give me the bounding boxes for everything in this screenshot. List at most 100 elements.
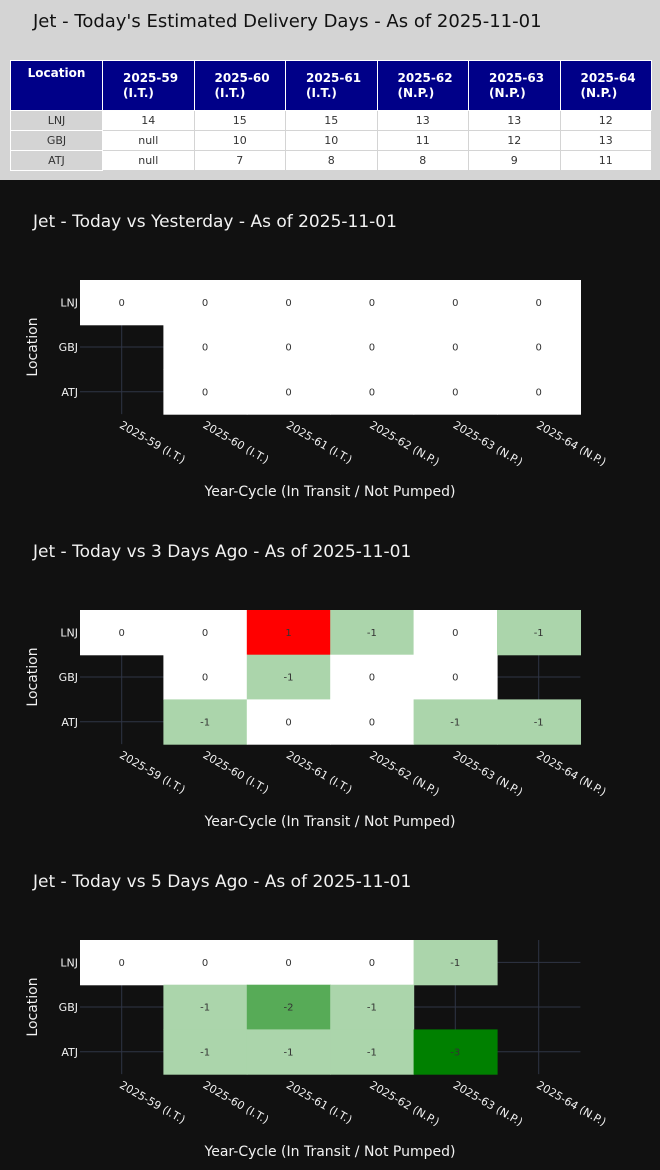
heatmap-cell: [413, 610, 498, 656]
cell-value-label: 0: [536, 387, 542, 398]
y-tick-label: ATJ: [61, 1046, 78, 1059]
cell-value-label: 0: [202, 387, 208, 398]
y-tick-label: ATJ: [61, 386, 78, 399]
x-tick-label: 2025-64 (N.P.): [534, 748, 608, 798]
table-cell: 15: [285, 110, 378, 131]
cell-value-label: -1: [450, 958, 460, 969]
x-tick-label: 2025-63 (N.P.): [451, 418, 525, 468]
x-axis-label: Year-Cycle (In Transit / Not Pumped): [204, 814, 456, 830]
table-cell: 7: [193, 150, 286, 171]
table-cell: null: [102, 130, 195, 151]
heatmap-cell: [330, 1029, 415, 1075]
table-cell: 11: [376, 130, 469, 151]
cell-value-label: 0: [452, 628, 458, 639]
heatmap-plot: 0 0 1 -1 0 -1 0 -1 0 0 -1 0 0 -1 -1 LNJ GBJ ATJ 2025-59 (I…: [59, 610, 608, 799]
table-cell: 13: [376, 110, 469, 131]
header-col: 2025-62 (N.P.): [376, 60, 469, 111]
cell-value-label: 0: [285, 717, 291, 728]
table-cell: 9: [468, 150, 561, 171]
heatmap-cell: [246, 610, 331, 656]
heatmap-today-vs-yesterday: 0 0 0 0 0 0 0 0 0 0 0 0 0 0 0 0 LNJ GBJ ATJ 2025-59 (I.T.) 2…: [0, 180, 660, 510]
heatmap-cell: [330, 369, 415, 415]
table-cell: 11: [559, 150, 652, 171]
cell-value-label: -1: [284, 1047, 294, 1058]
x-tick-label: 2025-61 (I.T.): [284, 418, 354, 466]
cell-value-label: -1: [367, 628, 377, 639]
cell-value-label: 0: [202, 298, 208, 309]
heatmap-cell: [80, 280, 164, 326]
delivery-days-panel: Jet - Today's Estimated Delivery Days - …: [0, 0, 660, 180]
heatmap-cell: [80, 610, 164, 656]
heatmap-cell: [497, 610, 581, 656]
cell-value-label: -1: [200, 1047, 210, 1058]
heatmap-cell: [497, 280, 581, 326]
cell-value-label: -1: [450, 717, 460, 728]
cell-value-label: 0: [452, 673, 458, 684]
cell-value-label: 1: [285, 628, 291, 639]
cell-value-label: 0: [369, 958, 375, 969]
heatmap-cell: [413, 324, 498, 370]
heatmap-cell: [163, 1029, 248, 1075]
x-tick-label: 2025-59 (I.T.): [117, 748, 187, 796]
heatmap-cell: [246, 369, 331, 415]
heatmap-cell: [330, 324, 415, 370]
x-tick-label: 2025-63 (N.P.): [451, 1078, 525, 1128]
cell-value-label: -1: [284, 673, 294, 684]
y-tick-label: GBJ: [59, 671, 78, 684]
x-tick-label: 2025-59 (I.T.): [117, 418, 187, 466]
delivery-days-table: Location 2025-59 (I.T.) 2025-60 (I.T.) 202…: [10, 60, 652, 171]
cell-value-label: 0: [119, 958, 125, 969]
table-row: LNJ 14 15 15 13 13 12: [10, 110, 652, 131]
row-location: ATJ: [10, 150, 103, 171]
cell-value-label: 0: [369, 673, 375, 684]
table-cell: 8: [285, 150, 378, 171]
heatmap-cell: [413, 654, 498, 700]
heatmap-cell: [413, 699, 498, 745]
x-tick-label: 2025-64 (N.P.): [534, 418, 608, 468]
heatmap-today-vs-3-days: 0 0 1 -1 0 -1 0 -1 0 0 -1 0 0 -1 -1 LNJ GBJ ATJ 2025-59 (I…: [0, 510, 660, 840]
heatmap-cell: [163, 280, 248, 326]
table-cell: 15: [193, 110, 286, 131]
heatmap-cell: [163, 324, 248, 370]
y-tick-label: LNJ: [60, 626, 78, 639]
heatmap-cell: [497, 324, 581, 370]
cell-value-label: -1: [367, 1003, 377, 1014]
table-header-row: Location 2025-59 (I.T.) 2025-60 (I.T.) 202…: [10, 60, 652, 111]
heatmap-cell: [163, 369, 248, 415]
row-location: GBJ: [10, 130, 103, 151]
heatmap-cell: [246, 1029, 331, 1075]
cell-value-label: 0: [369, 298, 375, 309]
x-tick-label: 2025-60 (I.T.): [201, 1078, 271, 1126]
y-tick-label: ATJ: [61, 716, 78, 729]
header-col: 2025-64 (N.P.): [559, 60, 652, 111]
heatmap-cell: [163, 654, 248, 700]
x-tick-label: 2025-62 (N.P.): [367, 418, 441, 468]
table-cell: 10: [285, 130, 378, 151]
x-axis-label: Year-Cycle (In Transit / Not Pumped): [204, 484, 456, 500]
table-cell: 12: [559, 110, 652, 131]
table-cell: 8: [376, 150, 469, 171]
cell-value-label: 0: [285, 387, 291, 398]
y-axis-label: Location: [25, 317, 41, 377]
heatmap-cell: [413, 280, 498, 326]
chart-title: Jet - Today vs 3 Days Ago - As of 2025-1…: [33, 542, 412, 562]
y-tick-label: LNJ: [60, 296, 78, 309]
chart-title: Jet - Today vs Yesterday - As of 2025-11…: [33, 212, 397, 232]
x-tick-label: 2025-62 (N.P.): [367, 1078, 441, 1128]
header-col: 2025-60 (I.T.): [193, 60, 286, 111]
cell-value-label: -2: [284, 1003, 294, 1014]
heatmap-cell: [330, 654, 415, 700]
heatmap-plot: 0 0 0 0 -1 -1 -2 -1 -1 -1 -1 -3 LNJ GBJ ATJ 2025-59 (I.…: [59, 940, 608, 1129]
table-cell: 12: [468, 130, 561, 151]
header-col: 2025-63 (N.P.): [468, 60, 561, 111]
chart-title: Jet - Today vs 5 Days Ago - As of 2025-1…: [33, 872, 412, 892]
cell-value-label: -1: [534, 628, 544, 639]
heatmap-cell: [80, 940, 164, 986]
x-tick-label: 2025-60 (I.T.): [201, 418, 271, 466]
cell-value-label: 0: [536, 298, 542, 309]
cell-value-label: 0: [369, 717, 375, 728]
heatmap-cell: [497, 369, 581, 415]
heatmap-cell: [163, 699, 248, 745]
heatmap-cell: [330, 940, 415, 986]
cell-value-label: 0: [202, 628, 208, 639]
